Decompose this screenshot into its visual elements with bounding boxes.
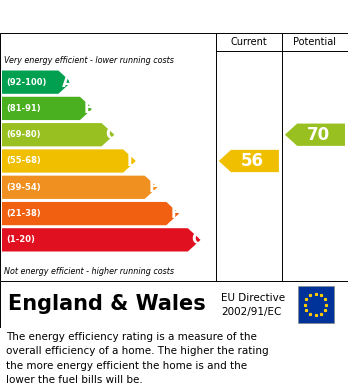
Text: F: F — [171, 206, 181, 221]
Text: EU Directive: EU Directive — [221, 293, 285, 303]
Polygon shape — [2, 176, 158, 199]
Text: G: G — [191, 232, 204, 248]
Polygon shape — [2, 228, 201, 251]
Text: D: D — [126, 154, 139, 169]
Polygon shape — [285, 124, 345, 146]
Text: The energy efficiency rating is a measure of the
overall efficiency of a home. T: The energy efficiency rating is a measur… — [6, 332, 269, 385]
Text: (69-80): (69-80) — [6, 130, 40, 139]
Polygon shape — [219, 150, 279, 172]
Polygon shape — [2, 149, 136, 173]
Text: A: A — [62, 75, 74, 90]
Text: Energy Efficiency Rating: Energy Efficiency Rating — [8, 7, 237, 25]
Polygon shape — [2, 202, 179, 225]
Polygon shape — [2, 70, 71, 94]
Text: E: E — [149, 180, 159, 195]
Text: Not energy efficient - higher running costs: Not energy efficient - higher running co… — [4, 267, 174, 276]
Text: England & Wales: England & Wales — [8, 294, 206, 314]
Text: (55-68): (55-68) — [6, 156, 41, 165]
Bar — [298, 286, 333, 323]
Text: 70: 70 — [307, 126, 330, 144]
Text: 2002/91/EC: 2002/91/EC — [221, 307, 281, 317]
Text: Potential: Potential — [293, 37, 337, 47]
Text: Very energy efficient - lower running costs: Very energy efficient - lower running co… — [4, 56, 174, 65]
Text: (39-54): (39-54) — [6, 183, 41, 192]
Text: (81-91): (81-91) — [6, 104, 41, 113]
Text: C: C — [105, 127, 117, 142]
Text: (1-20): (1-20) — [6, 235, 35, 244]
Text: 56: 56 — [240, 152, 263, 170]
Text: Current: Current — [230, 37, 267, 47]
Text: B: B — [84, 101, 95, 116]
Text: (92-100): (92-100) — [6, 78, 46, 87]
Polygon shape — [2, 123, 114, 146]
Polygon shape — [2, 97, 93, 120]
Text: (21-38): (21-38) — [6, 209, 41, 218]
